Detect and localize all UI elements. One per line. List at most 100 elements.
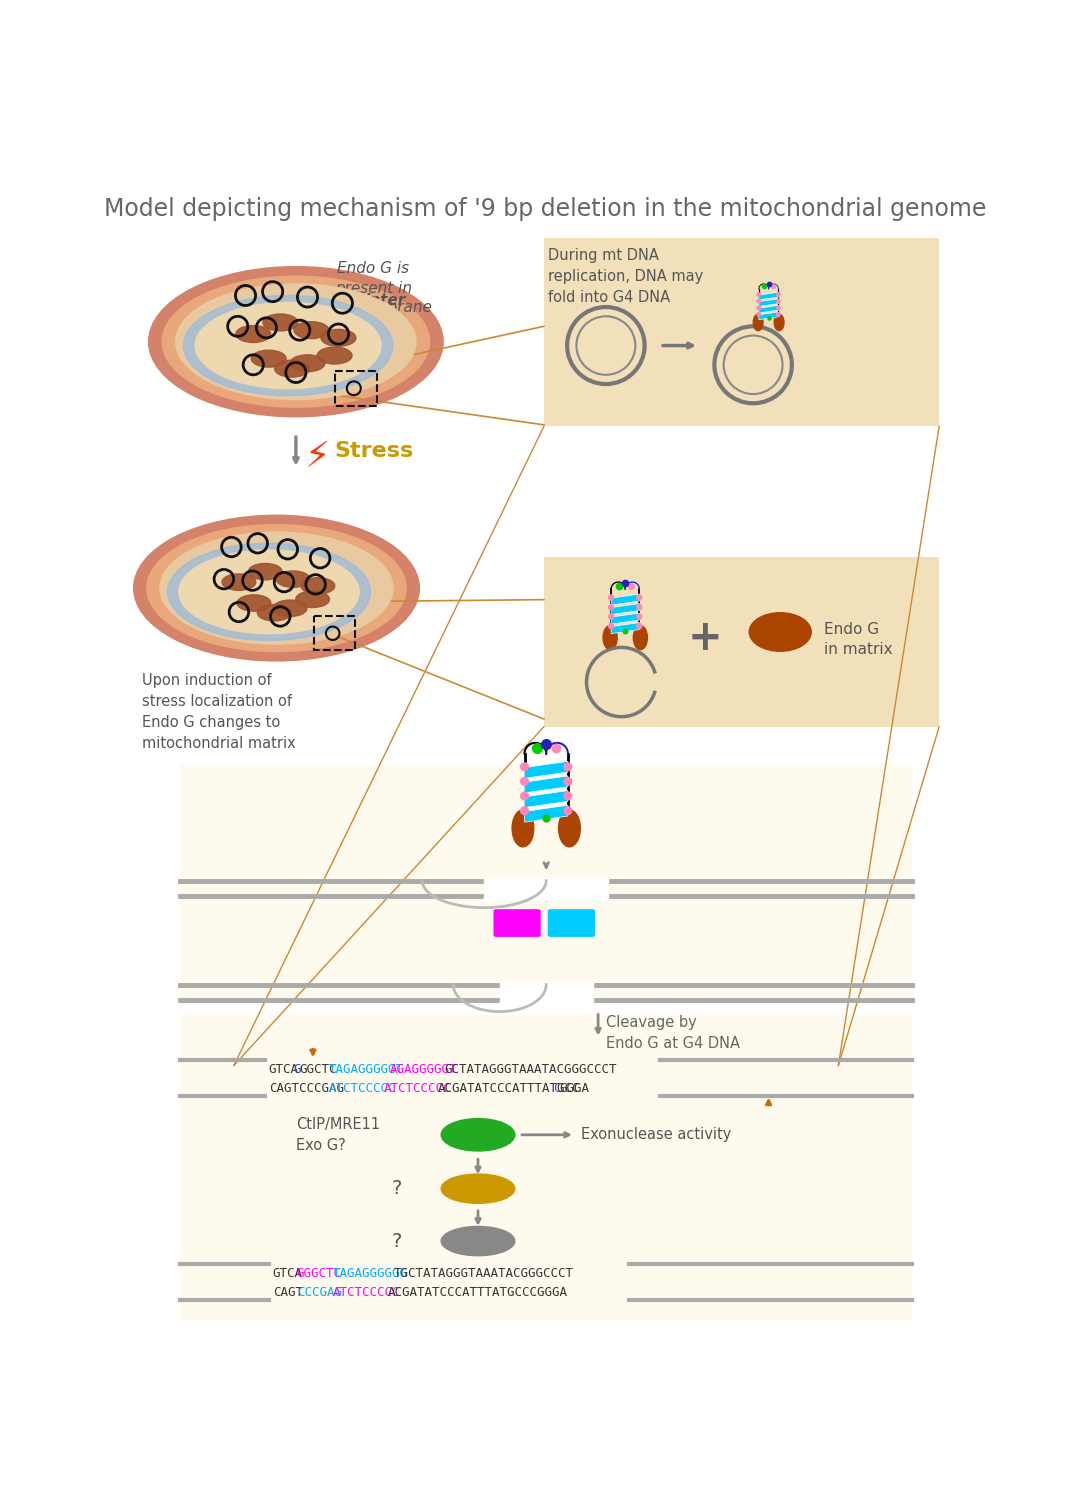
Circle shape [757,292,760,297]
Ellipse shape [195,303,381,388]
Text: CAGT: CAGT [273,1286,302,1299]
Ellipse shape [167,543,371,640]
Circle shape [521,807,528,814]
Polygon shape [611,594,639,604]
Text: GGGCTC: GGGCTC [297,1268,342,1280]
Text: GTCA: GTCA [273,1268,302,1280]
FancyBboxPatch shape [544,237,939,426]
Ellipse shape [263,314,298,332]
Polygon shape [524,762,568,778]
Circle shape [757,312,760,316]
Text: During mt DNA
replication, DNA may
fold into G4 DNA: During mt DNA replication, DNA may fold … [547,248,703,304]
Ellipse shape [134,516,420,662]
Text: TAGAGGGGGG: TAGAGGGGGG [333,1268,408,1280]
Text: Cleavage by
Endo G at G4 DNA: Cleavage by Endo G at G4 DNA [606,1016,740,1052]
Text: CCCGAG: CCCGAG [297,1286,342,1299]
Text: CAGTCCCGAG: CAGTCCCGAG [268,1082,344,1095]
Polygon shape [524,776,568,794]
FancyBboxPatch shape [180,1016,912,1320]
FancyBboxPatch shape [547,909,595,938]
Ellipse shape [275,360,310,376]
Ellipse shape [237,596,271,612]
Ellipse shape [251,350,286,368]
Ellipse shape [441,1174,514,1203]
Text: GGGA: GGGA [559,1082,589,1095]
Ellipse shape [273,600,307,616]
Circle shape [608,614,613,620]
Polygon shape [759,298,779,306]
Ellipse shape [258,604,291,621]
Circle shape [564,764,572,771]
Ellipse shape [162,276,429,406]
FancyBboxPatch shape [180,765,912,1004]
Text: ?: ? [392,1232,402,1251]
Polygon shape [759,292,779,300]
Ellipse shape [321,330,356,346]
Ellipse shape [179,550,359,633]
Text: Endo G is
present in
intermembrane
space: Endo G is present in intermembrane space [314,261,432,336]
Text: CtIP/MRE11
Exo G?: CtIP/MRE11 Exo G? [296,1118,380,1154]
Text: +: + [688,616,722,658]
Circle shape [776,312,781,316]
Ellipse shape [176,284,416,399]
FancyBboxPatch shape [493,909,541,938]
Ellipse shape [441,1119,514,1150]
Ellipse shape [296,591,329,608]
Ellipse shape [441,1227,514,1256]
Circle shape [608,596,613,600]
FancyBboxPatch shape [544,558,939,726]
Ellipse shape [222,574,256,591]
Text: GGCTC: GGCTC [299,1064,337,1076]
Circle shape [521,764,528,771]
Circle shape [521,792,528,800]
Ellipse shape [183,296,393,396]
Text: ⚡: ⚡ [306,441,330,474]
Ellipse shape [290,356,325,372]
Ellipse shape [301,578,334,594]
Text: Model depicting mechanism of '9 bp deletion in the mitochondrial genome: Model depicting mechanism of '9 bp delet… [104,196,986,220]
Circle shape [757,300,760,303]
Circle shape [564,807,572,814]
Ellipse shape [634,626,648,650]
Bar [334,370,377,405]
Polygon shape [759,312,779,320]
Circle shape [637,614,642,620]
Ellipse shape [160,532,393,644]
Ellipse shape [559,810,580,847]
Circle shape [564,777,572,784]
Polygon shape [524,790,568,807]
Text: Stress: Stress [334,441,414,460]
Text: AGAGGGGGT: AGAGGGGGT [390,1064,457,1076]
Text: Endo G
in matrix: Endo G in matrix [824,622,894,657]
Text: ACGATATCCCATTTATGCCCGGGA: ACGATATCCCATTTATGCCCGGGA [388,1286,568,1299]
Polygon shape [759,306,779,314]
Circle shape [776,306,781,309]
Text: inter: inter [365,292,406,308]
Circle shape [564,792,572,800]
Ellipse shape [317,346,353,364]
Circle shape [608,604,613,609]
Polygon shape [611,603,639,615]
Text: TAGAGGGGGT: TAGAGGGGGT [329,1064,405,1076]
Polygon shape [611,614,639,624]
FancyBboxPatch shape [180,765,912,873]
Ellipse shape [248,564,282,580]
Text: G: G [293,1064,300,1076]
Text: ACGATATCCCATTTATGCC: ACGATATCCCATTTATGCC [438,1082,580,1095]
Ellipse shape [750,612,812,651]
Text: ATCTCCCCC: ATCTCCCCC [333,1286,400,1299]
Ellipse shape [276,572,310,588]
Ellipse shape [753,314,763,330]
Text: GTCA: GTCA [268,1064,299,1076]
Circle shape [521,777,528,784]
Text: GCTATAGGGTAAATACGGGCCCT: GCTATAGGGTAAATACGGGCCCT [444,1064,617,1076]
Ellipse shape [774,314,784,330]
Text: Upon induction of
stress localization of
Endo G changes to
mitochondrial matrix: Upon induction of stress localization of… [143,674,296,752]
Text: ATCTCCCCC: ATCTCCCCC [383,1082,452,1095]
Ellipse shape [512,810,534,847]
Circle shape [637,596,642,600]
Circle shape [637,604,642,609]
Circle shape [608,624,613,628]
Text: Exonuclease activity: Exonuclease activity [581,1128,732,1143]
Ellipse shape [235,326,271,342]
